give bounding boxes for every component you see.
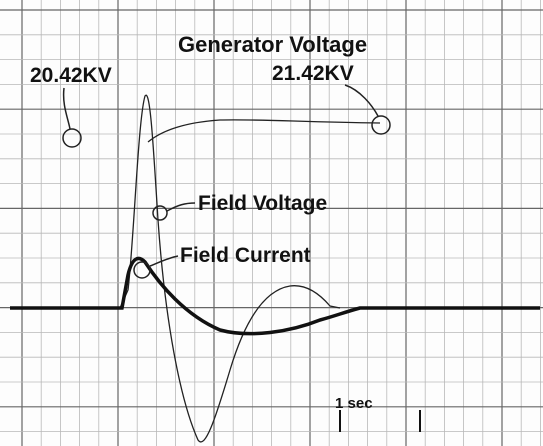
field-current-trace	[10, 256, 540, 336]
voltage-label: 20.42KV	[30, 64, 112, 87]
time-scale-label: 1 sec	[335, 395, 373, 412]
leader	[344, 84, 379, 117]
voltage-label: 21.42KV	[272, 62, 354, 85]
marker	[62, 128, 82, 148]
marker	[133, 261, 151, 279]
trace-label: Field Voltage	[198, 192, 327, 215]
generator-voltage-trace	[147, 119, 381, 143]
leader	[149, 255, 179, 267]
trace-label: Field Current	[180, 244, 311, 267]
marker	[371, 115, 391, 135]
leader	[166, 202, 196, 212]
title: Generator Voltage	[178, 32, 367, 57]
field-voltage-trace	[119, 94, 341, 443]
leader	[62, 87, 71, 130]
marker	[152, 205, 168, 221]
